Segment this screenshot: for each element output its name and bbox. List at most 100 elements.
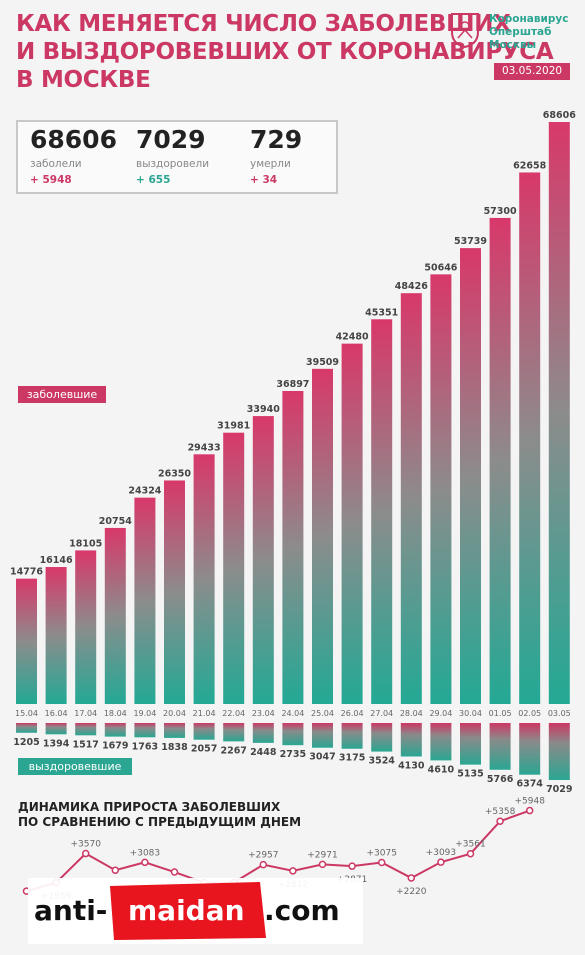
stat-recovered: 7029 выздоровели + 655 (136, 122, 209, 187)
date-tick-label: 25.04 (311, 709, 334, 718)
infected-bar (371, 319, 393, 704)
growth-point (525, 806, 534, 815)
recovered-bar-label: 4130 (398, 760, 425, 771)
growth-point-label: +3570 (70, 840, 101, 850)
org-line-2: Оперштаб (489, 26, 552, 38)
infected-bar (312, 368, 333, 704)
date-tick-label: 15.04 (15, 709, 38, 718)
infected-bar (460, 248, 481, 705)
recovered-bar-label: 2448 (250, 747, 277, 758)
infected-bar (223, 432, 245, 704)
recovered-bar (519, 723, 541, 775)
dynamics-title-line-1: ДИНАМИКА ПРИРОСТА ЗАБОЛЕВШИХ (18, 800, 281, 814)
recovered-bar-label: 1205 (13, 737, 39, 748)
recovered-bar-label: 7029 (546, 784, 572, 795)
recovered-bar (252, 723, 274, 743)
infected-bar-label: 42480 (336, 332, 369, 343)
date-tick-label: 18.04 (104, 709, 127, 718)
stat-infected-change: + 5948 (30, 174, 72, 186)
date-tick-label: 03.05 (548, 709, 571, 718)
date-tick-label: 01.05 (489, 709, 512, 718)
infected-bar (193, 454, 215, 704)
growth-point-label: +2220 (396, 887, 427, 897)
recovered-bar-label: 5135 (457, 769, 483, 780)
growth-point (259, 860, 268, 869)
recovered-bar-label: 3175 (339, 753, 365, 764)
recovered-bar-label: 2267 (220, 745, 246, 756)
growth-point-label: +5358 (485, 807, 516, 817)
infected-bar (75, 550, 97, 704)
stat-recovered-label: выздоровели (136, 158, 210, 170)
watermark-left: anti- (34, 894, 108, 927)
infected-bar-label: 24324 (128, 486, 161, 497)
stat-infected: 68606 заболели + 5948 (30, 122, 117, 187)
recovered-bar-label: 1394 (43, 738, 70, 749)
growth-point-label: +3083 (130, 848, 160, 858)
recovered-bar-label: 4610 (428, 764, 455, 775)
watermark-middle: maidan (128, 894, 245, 927)
infected-bar-label: 33940 (247, 404, 280, 415)
date-tick-label: 02.05 (518, 709, 541, 718)
recovered-bar (400, 723, 422, 757)
infected-bar-label: 26350 (158, 468, 191, 479)
summary-box: 68606 заболели + 5948 7029 выздоровели +… (16, 120, 338, 194)
infected-bar-label: 18105 (69, 538, 102, 549)
recovered-bar (134, 723, 156, 738)
growth-point (377, 858, 386, 867)
date-tick-label: 28.04 (400, 709, 423, 718)
recovered-bar (193, 723, 215, 740)
recovered-bar-label: 1679 (102, 741, 128, 752)
stat-recovered-change: + 655 (136, 174, 171, 186)
title-line-3: В МОСКВЕ (16, 67, 151, 93)
recovered-bar (282, 723, 304, 746)
recovered-bar (371, 723, 393, 752)
growth-point (289, 867, 297, 875)
infected-bar (104, 527, 126, 704)
date-tick-label: 20.04 (163, 709, 186, 718)
infected-bar (548, 122, 570, 704)
watermark-right: .com (264, 894, 340, 927)
date-tick-label: 26.04 (341, 709, 364, 718)
infected-bar (489, 217, 511, 704)
infected-tag: заболевшие (18, 386, 106, 403)
dynamics-title: ДИНАМИКА ПРИРОСТА ЗАБОЛЕВШИХ ПО СРАВНЕНИ… (18, 800, 301, 830)
stat-infected-label: заболели (30, 158, 82, 170)
recovered-bar (164, 723, 185, 738)
growth-point-label: +3075 (366, 848, 396, 858)
recovered-bar (104, 723, 126, 737)
recovered-bar-label: 1517 (72, 739, 98, 750)
growth-point-label: +2971 (307, 850, 337, 860)
date-tick-label: 22.04 (222, 709, 245, 718)
infected-bar (252, 416, 274, 704)
recovered-bar-label: 1763 (132, 741, 158, 752)
org-line-1: Коронавирус (489, 13, 569, 25)
recovered-bar-label: 3524 (368, 756, 395, 767)
infected-bar-label: 31981 (217, 421, 250, 432)
recovered-bar-label: 6374 (516, 779, 543, 790)
recovered-bar-label: 2057 (191, 744, 217, 755)
recovered-bar (489, 723, 511, 770)
growth-point-label: +3561 (455, 840, 485, 850)
recovered-bar (223, 723, 245, 742)
date-tick-label: 17.04 (74, 709, 97, 718)
recovered-bar (460, 723, 481, 765)
date-tick-label: 16.04 (45, 709, 68, 718)
infected-bar (134, 497, 156, 704)
stat-deaths: 729 умерли + 34 (250, 122, 302, 187)
moscow-coat-of-arms-icon (451, 13, 479, 48)
recovered-bar (548, 723, 570, 780)
growth-point-label: +2957 (248, 851, 278, 861)
infected-bar-label: 36897 (276, 379, 309, 390)
recovered-bar-label: 3047 (309, 752, 335, 763)
date-tick-label: 21.04 (193, 709, 216, 718)
infected-bar (164, 480, 185, 704)
recovered-bar (430, 723, 452, 761)
date-tick-label: 30.04 (459, 709, 482, 718)
infected-bar (16, 578, 37, 704)
recovered-bar (45, 723, 67, 735)
date-badge: 03.05.2020 (494, 63, 570, 80)
recovered-bar-label: 2735 (280, 749, 306, 760)
org-name: Коронавирус Оперштаб Москвы (489, 13, 568, 52)
growth-point (111, 866, 120, 874)
